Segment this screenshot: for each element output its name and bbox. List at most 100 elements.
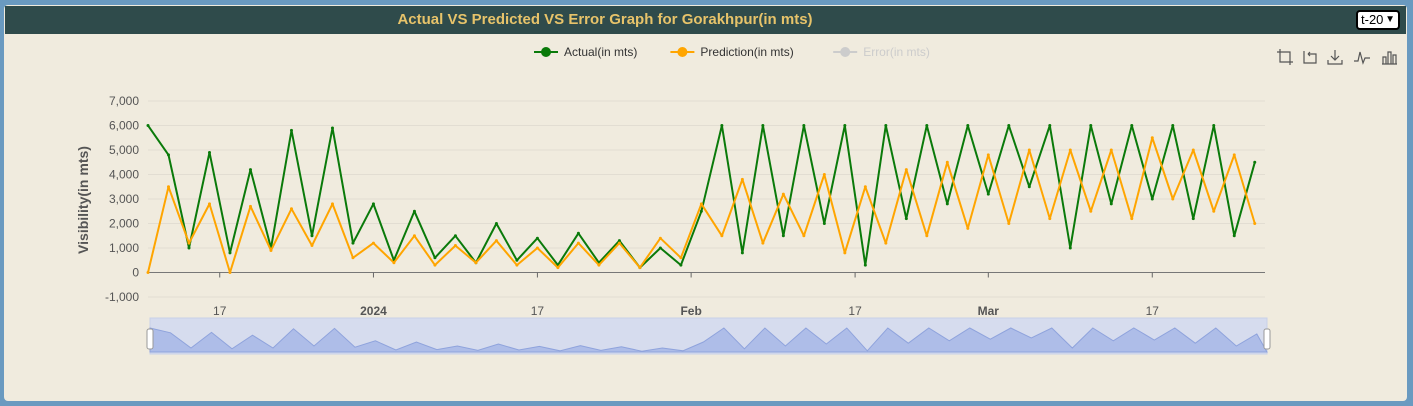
data-point <box>966 226 970 230</box>
data-point <box>1150 136 1154 140</box>
data-point <box>1212 124 1216 127</box>
data-point <box>986 192 990 196</box>
data-point <box>371 202 375 206</box>
data-point <box>679 263 683 267</box>
y-tick-label: 6,000 <box>109 119 139 133</box>
data-point <box>494 222 498 225</box>
x-tick-label: Feb <box>680 304 701 318</box>
data-point <box>535 246 539 250</box>
data-point <box>351 256 355 260</box>
data-point <box>146 124 150 127</box>
data-point <box>1130 124 1134 127</box>
data-point <box>1171 124 1175 127</box>
data-point <box>228 271 232 274</box>
x-tick-label: 17 <box>531 304 545 318</box>
data-point <box>310 244 314 248</box>
data-point <box>269 248 273 252</box>
x-tick-label: 2024 <box>360 304 387 318</box>
crop-zoom-icon[interactable] <box>1276 48 1294 66</box>
data-point <box>925 124 929 127</box>
data-point <box>412 234 416 238</box>
data-point <box>822 222 826 225</box>
legend-marker <box>840 47 851 57</box>
data-point <box>802 234 806 238</box>
slider-handle-left[interactable] <box>146 328 154 350</box>
data-point <box>392 261 396 265</box>
x-tick-label: Mar <box>978 304 1000 318</box>
bar-chart-icon[interactable] <box>1380 48 1398 66</box>
data-point <box>904 168 908 172</box>
data-point <box>1232 153 1236 157</box>
data-point <box>761 124 765 127</box>
download-icon[interactable] <box>1326 48 1344 66</box>
data-point <box>781 234 785 238</box>
data-point <box>699 202 703 206</box>
legend-marker <box>677 47 688 57</box>
data-point <box>740 177 744 181</box>
data-point <box>248 204 252 208</box>
y-tick-label: 2,000 <box>109 217 139 231</box>
data-point <box>1171 197 1175 201</box>
data-point <box>330 202 334 206</box>
data-point <box>617 241 621 245</box>
horizon-select[interactable]: t-20 ▼ <box>1356 10 1400 30</box>
y-tick-label: 1,000 <box>109 241 139 255</box>
data-point <box>166 185 170 189</box>
data-point <box>1130 217 1134 221</box>
data-point <box>412 209 416 213</box>
data-point <box>1068 246 1072 250</box>
data-point <box>1027 185 1031 189</box>
slider-overview-area <box>149 327 1268 353</box>
y-tick-label: 0 <box>132 266 139 280</box>
data-point <box>330 126 334 130</box>
y-tick-label: 4,000 <box>109 168 139 182</box>
data-point <box>248 168 252 172</box>
data-point <box>433 263 437 267</box>
legend-item-label: Actual(in mts) <box>564 45 637 59</box>
data-point <box>228 251 232 255</box>
data-point <box>843 124 847 127</box>
data-point <box>966 124 970 127</box>
data-point <box>761 241 765 245</box>
data-point <box>679 256 683 260</box>
data-point <box>720 124 724 127</box>
data-point <box>1191 217 1195 221</box>
horizon-select-value: t-20 <box>1361 12 1384 27</box>
undo-zoom-icon[interactable] <box>1301 48 1319 66</box>
data-zoom-slider[interactable] <box>146 317 1271 355</box>
data-point <box>904 217 908 221</box>
legend-item-label: Error(in mts) <box>863 45 930 59</box>
data-point <box>884 241 888 245</box>
data-point <box>658 246 662 250</box>
data-point <box>1191 148 1195 152</box>
data-point <box>576 231 580 235</box>
data-point <box>1089 124 1093 127</box>
slider-handle-right[interactable] <box>1263 328 1271 350</box>
line-chart-icon[interactable] <box>1353 48 1371 66</box>
data-point <box>863 263 867 267</box>
data-point <box>1109 148 1113 152</box>
data-point <box>617 239 621 243</box>
data-point <box>1068 148 1072 152</box>
data-point <box>310 234 314 238</box>
data-point <box>474 261 478 265</box>
data-point <box>863 185 867 189</box>
data-point <box>351 241 355 245</box>
data-point <box>515 263 519 267</box>
data-point <box>699 209 703 213</box>
data-point <box>822 173 826 176</box>
title-bar: Actual VS Predicted VS Error Graph for G… <box>5 6 1406 34</box>
data-point <box>1212 209 1216 213</box>
x-tick-label: 17 <box>848 304 862 318</box>
data-point <box>515 258 519 262</box>
y-tick-label: -1,000 <box>105 290 139 304</box>
data-point <box>1253 160 1257 164</box>
x-tick-label: 17 <box>213 304 227 318</box>
data-point <box>166 153 170 157</box>
data-point <box>453 244 457 248</box>
data-point <box>1232 234 1236 238</box>
data-point <box>453 234 457 238</box>
data-point <box>1007 124 1011 127</box>
data-point <box>433 256 437 260</box>
